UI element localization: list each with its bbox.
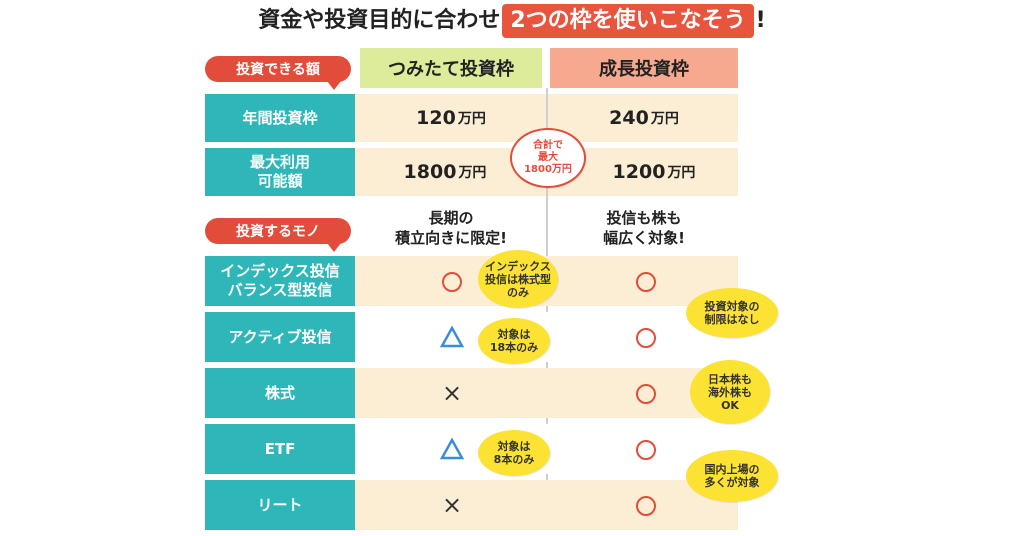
total-bubble-line1: 合計で [533, 140, 563, 151]
note-bubble-reit: 国内上場の 多くが対象 [686, 450, 778, 502]
max-growth-number: 1200 [612, 161, 666, 183]
note-line: 8本のみ [493, 453, 535, 466]
note-bubble-index: インデックス 投信は株式型 のみ [478, 250, 558, 308]
title-text: 資金や投資目的に合わせ [258, 8, 501, 33]
note-line: 制限はなし [704, 313, 760, 326]
annual-tsumitate-value: 120 万円 [360, 94, 542, 142]
product-label-line2: バランス型投信 [227, 281, 333, 299]
note-bubble-stocks: 日本株も 海外株も OK [690, 360, 770, 424]
product-label-reit: リート [205, 480, 355, 530]
product-label-stocks: 株式 [205, 368, 355, 418]
note-line: 対象は [497, 328, 531, 341]
title-highlight: 2つの枠を使いこなそう [502, 4, 754, 38]
row-label-max: 最大利用 可能額 [205, 148, 355, 196]
annual-tsumitate-unit: 万円 [457, 111, 486, 127]
note-bubble-etf: 対象は 8本のみ [478, 430, 550, 476]
product-label-line1: インデックス投信 [220, 262, 340, 280]
note-line: インデックス [485, 259, 551, 273]
max-tsumitate-value: 1800 万円 [360, 148, 530, 196]
note-line: 日本株も [708, 372, 752, 386]
row-label-annual: 年間投資枠 [205, 94, 355, 142]
product-label-etf: ETF [205, 424, 355, 474]
circle-mark [634, 382, 658, 406]
row-label-max-line1: 最大利用 [249, 153, 310, 171]
tsumitate-target-line1: 長期の [428, 209, 474, 227]
max-growth-unit: 万円 [667, 165, 696, 181]
note-line: 投資対象の [704, 300, 760, 313]
max-tsumitate-number: 1800 [403, 161, 457, 183]
max-tsumitate-unit: 万円 [458, 165, 487, 181]
note-line: 対象は [497, 440, 531, 453]
total-bubble-line2: 最大 [538, 152, 558, 163]
note-line: 投信は株式型 [485, 272, 551, 286]
row-label-max-line2: 可能額 [257, 172, 303, 190]
note-bubble-growth-all: 投資対象の 制限はなし [686, 288, 778, 338]
annual-tsumitate-number: 120 [416, 107, 456, 129]
note-line: 海外株も [708, 385, 752, 399]
circle-mark [634, 326, 658, 350]
total-bubble-line3: 1800万円 [524, 164, 572, 175]
note-line: のみ [507, 285, 529, 299]
triangle-mark [439, 437, 465, 460]
column-header-growth: 成長投資枠 [550, 48, 738, 88]
annual-growth-value: 240 万円 [550, 94, 738, 142]
growth-target-line1: 投信も株も [606, 209, 682, 227]
title-exclamation: ! [755, 8, 766, 33]
section-label-targets: 投資するモノ [205, 218, 351, 252]
max-growth-value: 1200 万円 [570, 148, 738, 196]
annual-growth-unit: 万円 [650, 111, 679, 127]
note-line: 多くが対象 [704, 476, 760, 489]
circle-mark [634, 438, 658, 462]
product-label-index: インデックス投信 バランス型投信 [205, 256, 355, 306]
page-title: 資金や投資目的に合わせ 2つの枠を使いこなそう! [0, 4, 1024, 38]
circle-mark [634, 494, 658, 518]
triangle-mark [439, 325, 465, 348]
column-header-tsumitate: つみたて投資枠 [360, 48, 542, 88]
cross-mark: × [441, 491, 463, 519]
note-line: 18本のみ [489, 341, 539, 354]
note-line: 国内上場の [704, 463, 760, 476]
tsumitate-target-note: 長期の 積立向きに限定! [360, 204, 542, 252]
note-bubble-active: 対象は 18本のみ [478, 318, 550, 364]
column-divider [546, 88, 548, 528]
note-line: OK [721, 398, 739, 412]
circle-mark [634, 270, 658, 294]
section-label-amount: 投資できる額 [205, 56, 351, 90]
cross-mark: × [441, 379, 463, 407]
circle-mark [440, 270, 464, 294]
growth-target-line2: 幅広く対象! [603, 229, 685, 247]
tsumitate-target-line2: 積立向きに限定! [395, 229, 507, 247]
total-limit-bubble: 合計で 最大 1800万円 [510, 128, 586, 188]
annual-growth-number: 240 [609, 107, 649, 129]
product-label-active: アクティブ投信 [205, 312, 355, 362]
growth-target-note: 投信も株も 幅広く対象! [550, 204, 738, 252]
